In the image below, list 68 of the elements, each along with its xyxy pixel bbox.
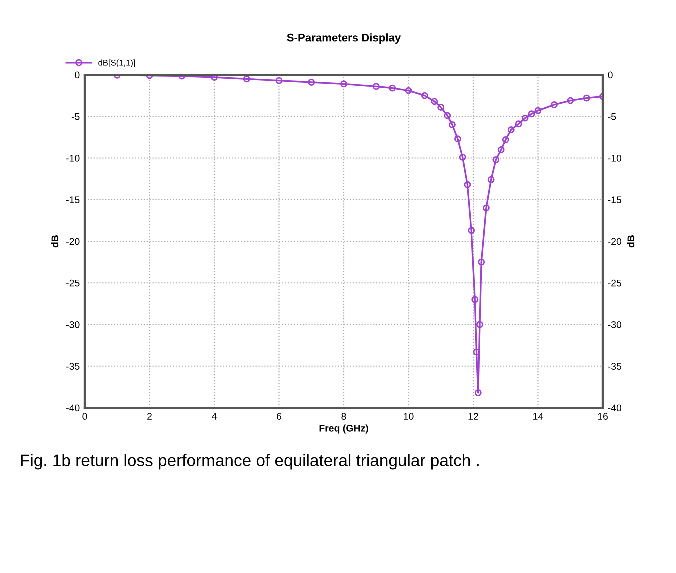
x-tick-label: 4 (212, 413, 217, 420)
y2-tick-label: -40 (608, 404, 622, 412)
y-tick-label: -40 (66, 404, 80, 412)
x-tick-label: 14 (534, 413, 544, 420)
chart-title: S-Parameters Display (287, 34, 402, 44)
y2-tick-label: -20 (608, 238, 622, 246)
y-tick-label: -35 (66, 363, 80, 370)
point (405, 87, 412, 94)
y-tick-label: -30 (66, 321, 80, 328)
y2-tick-label: -25 (608, 280, 622, 287)
point (438, 104, 445, 111)
point (454, 136, 462, 143)
point (567, 97, 574, 104)
y-tick-label: -10 (66, 154, 80, 162)
y2-tick-label: -5 (608, 113, 616, 120)
x-tick-label: 12 (468, 413, 478, 420)
caption: Fig. 1b return loss performance of equilateral triangular patch . (21, 454, 479, 470)
y2-axis-title: dB (627, 235, 635, 248)
y-axis-title: dB (51, 235, 59, 248)
y-tick-label: 0 (75, 72, 80, 79)
point (508, 126, 515, 134)
x-tick-label: 16 (598, 413, 608, 420)
x-axis-title: Freq (GHz) (320, 424, 368, 434)
y-tick-label: -20 (66, 238, 80, 246)
point (550, 101, 558, 108)
point (421, 92, 428, 100)
point (498, 146, 505, 154)
point (474, 390, 482, 396)
point (468, 227, 476, 234)
point (488, 176, 495, 184)
point (534, 107, 542, 114)
point (372, 83, 380, 90)
point (211, 75, 218, 81)
point (583, 94, 590, 102)
point (515, 120, 522, 128)
point (340, 80, 348, 88)
point (389, 84, 396, 92)
point (448, 121, 456, 128)
point (482, 204, 490, 212)
point (476, 321, 484, 328)
y2-tick-label: -15 (608, 196, 622, 204)
point (478, 258, 486, 266)
y2-tick-label: -10 (608, 154, 622, 162)
point (444, 112, 452, 120)
y2-tick-label: -35 (608, 363, 622, 370)
x-tick-label: 2 (148, 413, 152, 420)
point (522, 114, 529, 122)
point (243, 76, 250, 83)
point (276, 77, 283, 84)
point (502, 136, 510, 144)
point (473, 348, 480, 356)
point (472, 296, 479, 304)
y-tick-label: -25 (66, 280, 80, 287)
y2-tick-label: -30 (608, 321, 622, 328)
point (431, 98, 438, 106)
x-tick-label: 10 (404, 413, 414, 420)
y-tick-label: -5 (72, 113, 80, 120)
y-tick-label: -15 (66, 196, 80, 204)
point (528, 110, 536, 118)
x-tick-label: 8 (342, 413, 346, 420)
point (459, 154, 466, 161)
y2-tick-label: 0 (608, 72, 613, 79)
legend-label: dB[S(1,1)] (98, 60, 136, 68)
x-tick-label: 6 (277, 413, 282, 420)
x-tick-label: 0 (82, 413, 88, 420)
point (308, 79, 316, 86)
point (464, 181, 472, 188)
point (492, 156, 500, 164)
